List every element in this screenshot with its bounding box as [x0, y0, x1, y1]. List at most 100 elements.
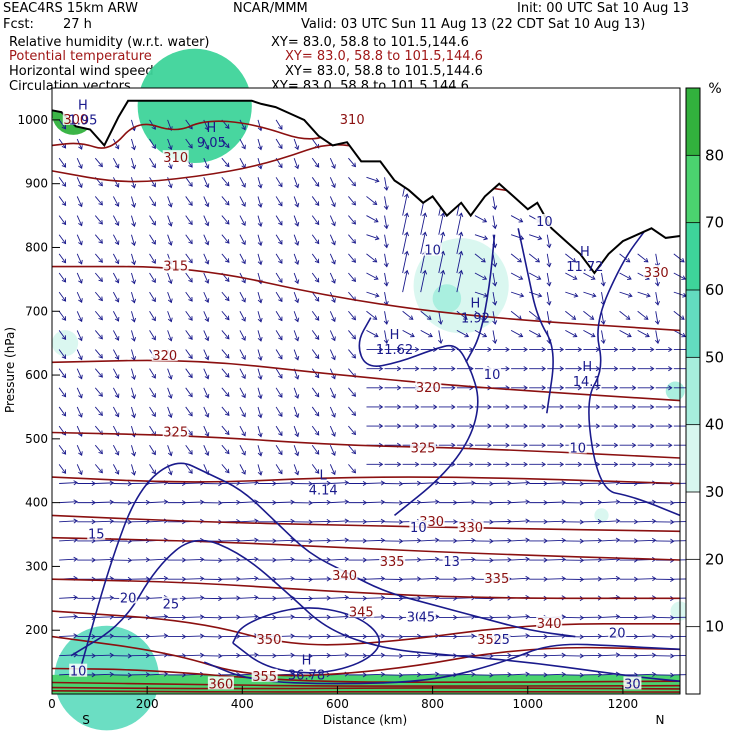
vector-arrow	[366, 310, 377, 320]
vector-head	[383, 224, 389, 230]
vector-arrow	[492, 272, 496, 286]
vector-head	[257, 203, 263, 208]
vector-head	[492, 320, 498, 325]
wind-contour	[358, 317, 479, 517]
vector-head	[523, 347, 528, 353]
theta-label: 345	[349, 605, 374, 620]
vector-head	[600, 281, 606, 287]
vector-head	[523, 385, 528, 391]
vector-head	[188, 277, 193, 283]
vector-arrow	[239, 596, 258, 599]
vector-head	[224, 200, 230, 206]
vector-arrow	[149, 444, 156, 455]
vector-arrow	[330, 482, 349, 484]
vector-arrow	[510, 234, 524, 240]
vector-head	[204, 393, 210, 399]
theta-label: 320	[416, 381, 441, 396]
wind-label-bg	[409, 520, 428, 534]
vector-head	[440, 231, 446, 237]
vector-head	[98, 296, 103, 302]
vector-arrow	[384, 253, 388, 267]
vector-arrow	[257, 292, 262, 303]
vector-arrow	[583, 310, 594, 320]
x-right-endpoint: N	[656, 713, 665, 727]
vector-arrow	[149, 577, 168, 580]
theta-label: 330	[644, 266, 669, 281]
vector-arrow	[131, 368, 135, 380]
vector-arrow	[76, 311, 83, 322]
colorbar-band	[686, 290, 700, 358]
vector-arrow	[311, 406, 320, 417]
vector-head	[633, 634, 639, 640]
vector-head	[517, 257, 522, 263]
vector-arrow	[239, 558, 258, 561]
vector-head	[218, 500, 223, 506]
vector-arrow	[257, 119, 262, 131]
vector-head	[646, 292, 651, 298]
vector-arrow	[76, 425, 83, 437]
vector-head	[383, 339, 389, 345]
vector-arrow	[203, 330, 209, 341]
vector-arrow	[366, 539, 385, 542]
vector-head	[114, 374, 120, 380]
vector-head	[351, 334, 357, 340]
vector-head	[241, 144, 246, 150]
vector-head	[61, 163, 67, 168]
vector-head	[362, 653, 368, 659]
vector-arrow	[221, 177, 230, 187]
vector-head	[61, 297, 67, 302]
vector-arrow	[149, 635, 168, 638]
vector-arrow	[330, 616, 349, 618]
vector-head	[331, 259, 336, 265]
vector-arrow	[131, 215, 135, 227]
vector-head	[546, 262, 552, 268]
vector-arrow	[601, 539, 620, 542]
vector-arrow	[329, 272, 336, 284]
vector-head	[241, 336, 246, 341]
wind-label-bg	[87, 526, 106, 540]
vector-head	[114, 355, 120, 360]
vector-head	[362, 519, 368, 525]
vector-arrow	[239, 157, 246, 169]
vector-head	[151, 201, 156, 207]
vector-head	[670, 519, 675, 525]
vector-arrow	[311, 464, 320, 474]
vector-head	[181, 634, 187, 640]
vector-head	[131, 337, 137, 342]
wind-label: 25	[493, 633, 510, 648]
vector-head	[668, 366, 673, 372]
vector-head	[613, 461, 619, 467]
vector-arrow	[221, 253, 230, 263]
vector-arrow	[348, 464, 356, 474]
vector-head	[433, 461, 438, 467]
vector-head	[559, 366, 565, 372]
vector-arrow	[420, 270, 426, 293]
vector-arrow	[185, 616, 204, 618]
vector-head	[241, 450, 246, 456]
vector-head	[378, 385, 384, 391]
vector-arrow	[112, 406, 119, 417]
vector-head	[362, 634, 368, 640]
vector-arrow	[511, 501, 530, 504]
vector-head	[489, 538, 494, 544]
vector-arrow	[293, 253, 299, 265]
vector-head	[181, 557, 187, 563]
vector-head	[668, 442, 673, 448]
vector-arrow	[330, 558, 349, 561]
theta-label-bg	[251, 668, 278, 682]
vector-head	[561, 499, 567, 505]
vector-arrow	[59, 539, 78, 542]
vector-arrow	[637, 310, 649, 320]
vector-arrow	[131, 349, 135, 361]
vector-arrow	[402, 270, 408, 293]
rh-area	[594, 508, 609, 523]
extremum-letter: L	[320, 468, 328, 483]
vector-head	[114, 412, 120, 418]
vector-arrow	[275, 368, 283, 379]
vector-arrow	[167, 311, 172, 322]
vector-arrow	[511, 673, 530, 676]
vector-arrow	[167, 196, 172, 207]
extremum-value: 4.14	[309, 483, 338, 498]
y-tick-label: 300	[25, 559, 48, 573]
vector-arrow	[257, 177, 262, 189]
